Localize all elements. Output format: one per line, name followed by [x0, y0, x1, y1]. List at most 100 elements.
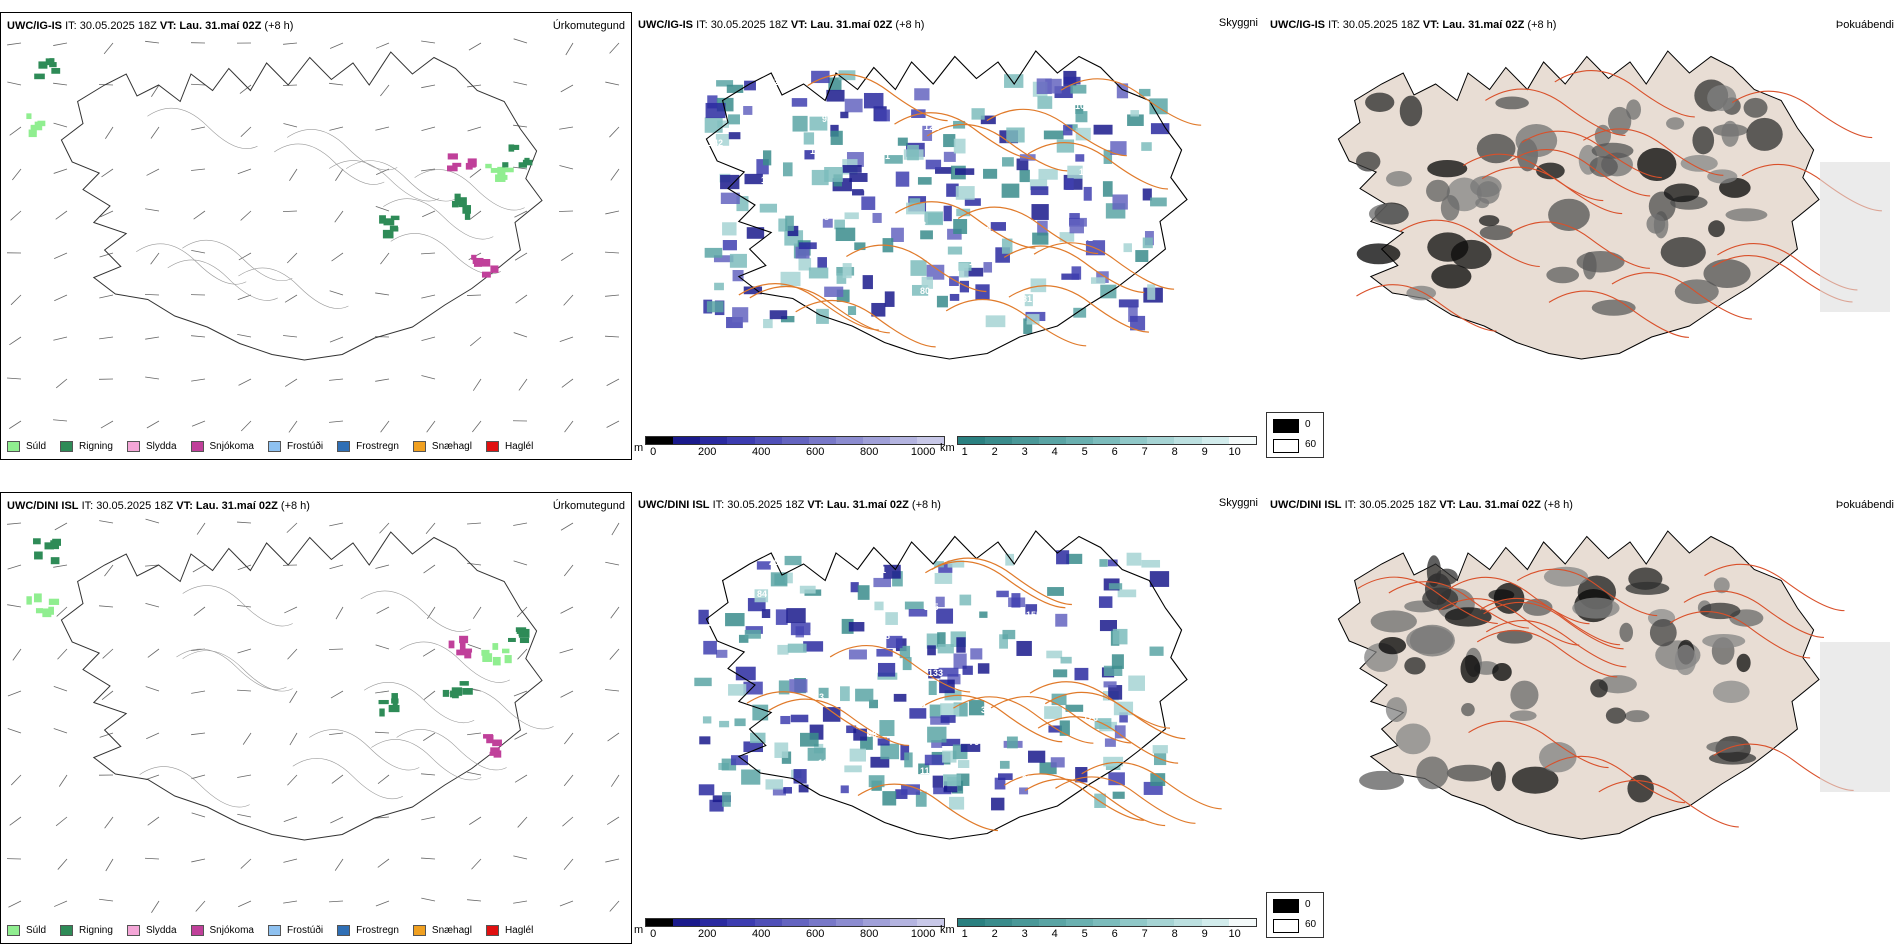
wind-barb: [559, 648, 574, 654]
precip-cell: [485, 163, 492, 169]
cloud-cell: [1110, 141, 1127, 155]
precip-cell: [51, 68, 61, 74]
cloud-cell: [1103, 665, 1123, 677]
wind-barb: [103, 42, 114, 55]
cloud-base-label: 182: [761, 175, 776, 185]
cloud-cell: [704, 247, 723, 258]
fog-cell: [1539, 742, 1577, 773]
precip-cell: [392, 700, 398, 709]
cloud-cell: [838, 70, 856, 81]
precip-cell: [518, 162, 527, 168]
cloud-cell: [893, 693, 907, 702]
cloud-cell: [842, 165, 862, 173]
cloud-cell: [861, 196, 876, 210]
cloud-cell: [1002, 629, 1016, 640]
coastline: [60, 51, 543, 361]
cloud-cell: [789, 679, 808, 693]
iceland-map-fog: [1337, 530, 1890, 840]
wind-barb: [607, 732, 620, 742]
wind-barb: [513, 560, 528, 566]
wind-barb: [283, 42, 298, 45]
wind-barb: [559, 165, 574, 170]
precip-cell: [481, 271, 491, 278]
cloud-cell: [715, 134, 730, 146]
cloud-cell: [934, 572, 953, 584]
road-line: [1483, 602, 1624, 650]
cloud-cell: [853, 728, 867, 741]
cloud-cell: [782, 162, 793, 177]
cloud-cell: [849, 748, 866, 762]
wind-barb: [421, 375, 436, 380]
wind-barb: [7, 42, 22, 46]
cloud-cell: [1102, 181, 1113, 197]
cloud-cell: [971, 108, 985, 120]
panel-header: UWC/DINI ISL IT: 30.05.2025 18Z VT: Lau.…: [1270, 499, 1573, 511]
precip-cell: [495, 174, 506, 182]
precip-type-panel-bottom: UWC/DINI ISL IT: 30.05.2025 18Z VT: Lau.…: [0, 492, 632, 944]
cloud-cell: [1060, 656, 1072, 664]
cloud-cell: [1048, 725, 1062, 733]
cloud-cell: [834, 219, 845, 230]
wind-barb: [54, 294, 68, 302]
cloud-cell: [1116, 83, 1129, 99]
wind-barb: [289, 690, 298, 704]
road-line: [1485, 620, 1627, 668]
cloud-cell: [1059, 720, 1070, 736]
wind-barb: [375, 564, 390, 569]
wind-barb: [331, 774, 344, 784]
wind-barb: [54, 522, 68, 531]
legend-item: Súld: [7, 441, 46, 452]
precip-cell: [383, 218, 395, 226]
colorbar-tick: 600: [805, 928, 825, 940]
wind-barb: [605, 858, 620, 863]
cloud-cell: [1073, 307, 1087, 318]
fog-cell: [1427, 232, 1469, 262]
wind-barb: [605, 335, 620, 338]
precip-cell: [464, 649, 472, 659]
iceland-map-cloud: 37 163 100 54 98 113 81 10 142 182 108 122 80 98 359 10…: [703, 50, 1202, 360]
cloud-cell: [937, 632, 946, 647]
wind-barb: [375, 205, 390, 212]
contour-line: [364, 682, 475, 724]
wind-barb: [421, 84, 436, 89]
cloud-cell: [712, 795, 731, 803]
cloud-cell: [946, 183, 959, 197]
offshore-fog: [1820, 642, 1890, 792]
fog-cell: [1406, 626, 1454, 655]
colorbar-cell: [808, 919, 836, 926]
fog-cell: [1619, 622, 1634, 643]
cloud-cell: [798, 242, 817, 250]
panel-title: Úrkomutegund: [552, 20, 625, 32]
cloud-base-label: 334: [708, 618, 723, 628]
cloud-cell: [1054, 86, 1073, 99]
cloud-cell: [734, 718, 746, 727]
cloud-cell: [927, 213, 943, 224]
iceland-map-cloud: 86 84 87 106 74 76 358 82 334 142 73 68 113 128 155 110…: [694, 530, 1222, 840]
cloud-cell: [960, 743, 981, 752]
wind-barb: [151, 84, 160, 97]
precip-cell: [34, 73, 45, 80]
wind-barb: [517, 648, 528, 660]
cloud-cell: [938, 563, 953, 573]
cloud-cell: [1004, 74, 1024, 88]
fog-cell: [1395, 723, 1431, 755]
cloud-cell: [784, 572, 793, 584]
legend-label: Frostregn: [356, 925, 399, 936]
wind-barb: [513, 124, 528, 128]
cloud-cell: [999, 760, 1010, 769]
cloud-cell: [1098, 596, 1113, 608]
cloud-cell: [830, 124, 839, 137]
wind-barb: [559, 336, 574, 342]
precip-cell: [459, 642, 466, 651]
cloud-cell: [1075, 154, 1085, 162]
precip-cell: [458, 200, 467, 208]
cloud-cell: [775, 609, 788, 625]
wind-barb: [605, 689, 620, 692]
precip-cell: [52, 538, 62, 546]
road-line: [1485, 88, 1626, 136]
wind-barb: [240, 126, 252, 137]
wind-barb: [329, 522, 344, 527]
wind-barb: [563, 774, 574, 787]
fog-cell: [1572, 597, 1620, 619]
cloud-cell: [746, 227, 765, 239]
